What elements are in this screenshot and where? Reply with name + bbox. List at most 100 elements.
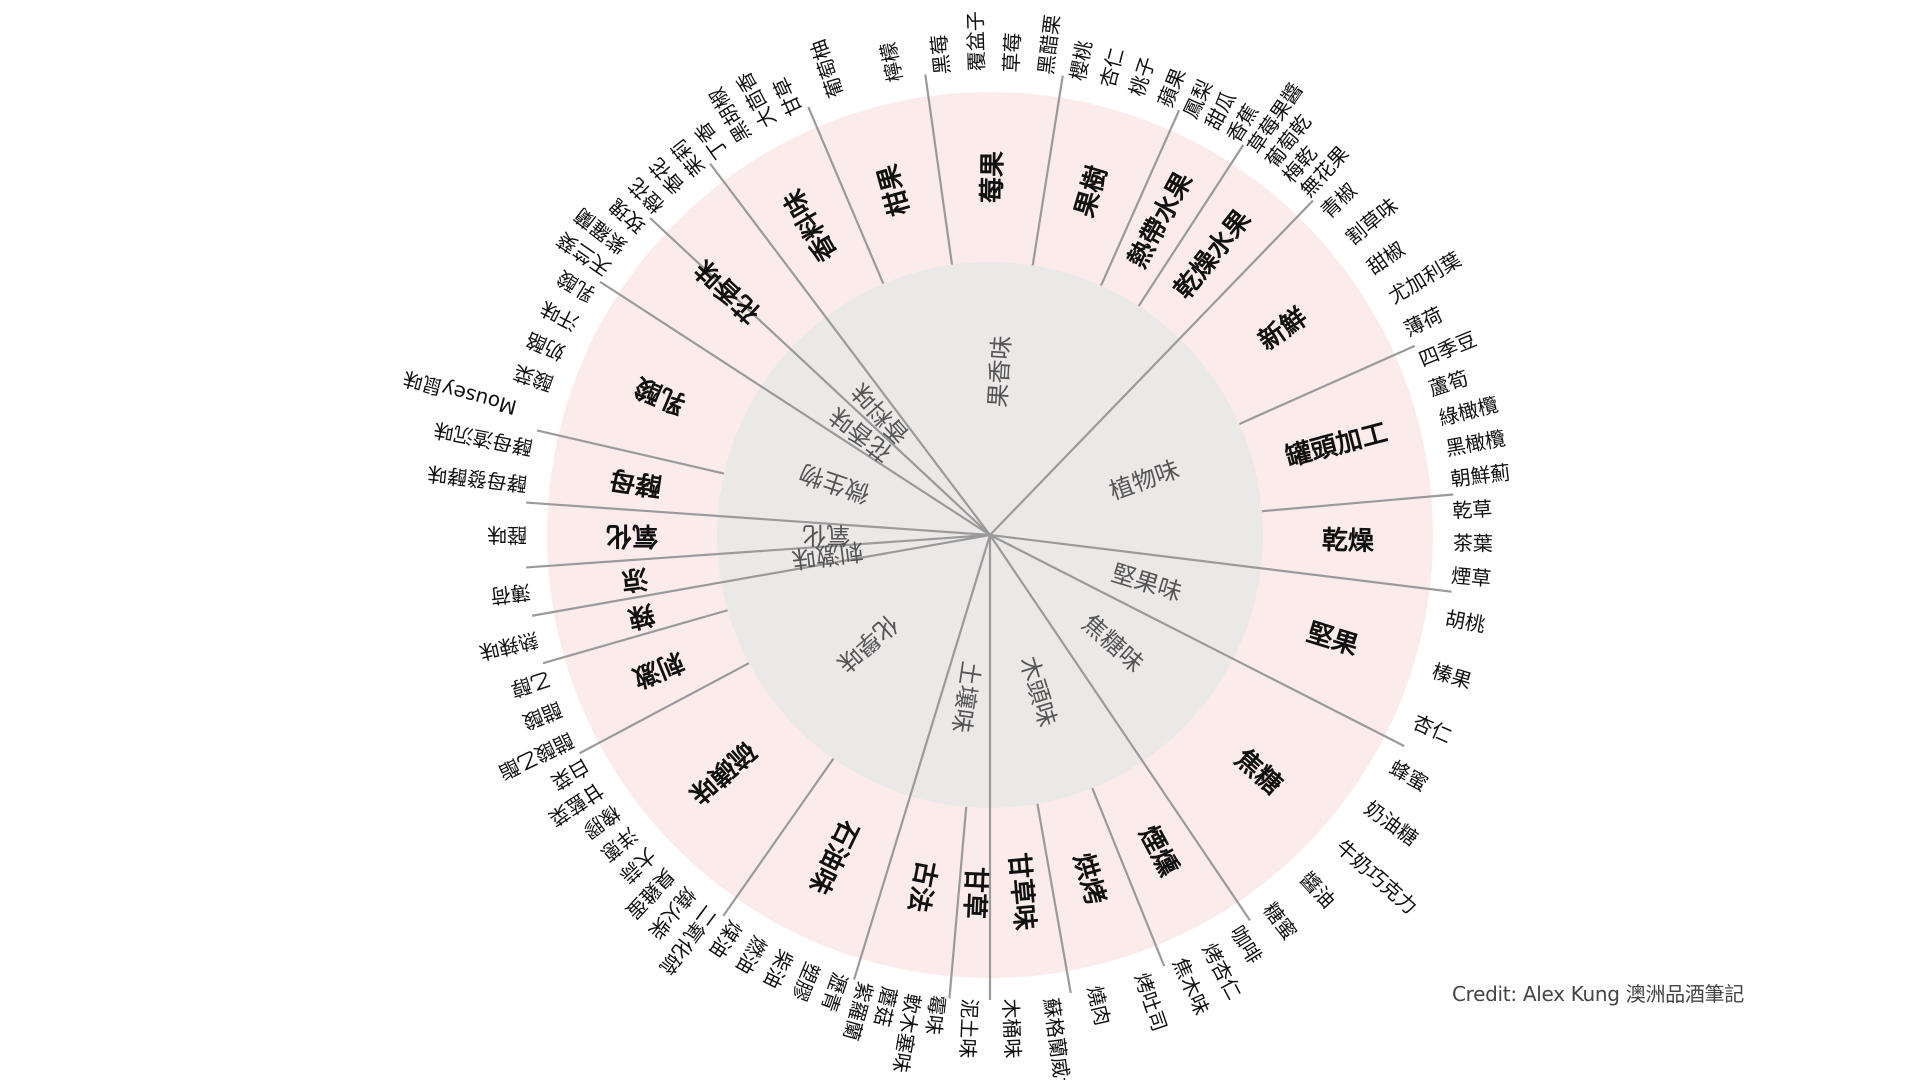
descriptor-label: 奶油糖 [1360, 796, 1423, 851]
category-divider [852, 534, 992, 981]
descriptor-label: 櫻桃 [1066, 39, 1097, 83]
descriptor-label: 泥土味 [955, 998, 982, 1059]
descriptor-label-text: 霉味 [921, 994, 949, 1036]
descriptor-label-text: 茶葉 [1453, 531, 1493, 556]
descriptor-label-text: 泥土味 [955, 998, 982, 1059]
subcategory-divider [807, 106, 885, 285]
descriptor-label-text: 蘆筍 [1426, 366, 1472, 401]
descriptor-label-text: 草莓 [999, 32, 1025, 73]
descriptor-label-text: 覆盆子 [963, 11, 989, 72]
descriptor-label: 糖蜜 [1258, 898, 1301, 944]
category-label-text: 果香味 [984, 335, 1016, 409]
subcategory-label-text: 乾燥 [1322, 526, 1376, 557]
category-label: 氧化 [802, 521, 850, 549]
descriptor-label: 茶葉 [1453, 531, 1493, 556]
descriptor-label-text: 奶油糖 [1360, 796, 1423, 851]
subcategory-divider [536, 429, 725, 475]
descriptor-label-text: 醬油 [1295, 867, 1340, 913]
subcategory-divider [722, 757, 835, 917]
descriptor-label: 酵母發酵味 [426, 461, 528, 496]
subcategory-divider [1100, 109, 1181, 287]
descriptor-label-text: 燒肉 [1083, 983, 1115, 1027]
descriptor-label: 咖啡 [1225, 921, 1267, 968]
category-divider [989, 199, 1314, 536]
subcategory-label: 莓果 [978, 151, 1008, 203]
descriptor-label-text: 檸檬 [876, 40, 908, 84]
descriptor-label: 黑橄欖 [1444, 426, 1507, 461]
subcategory-divider [1238, 344, 1416, 425]
subcategory-divider [1036, 803, 1072, 994]
descriptor-label-text: 綠橄欖 [1436, 392, 1500, 430]
wheel-dividers [526, 74, 1454, 1000]
subcategory-divider [948, 806, 968, 999]
descriptor-label: 蜂蜜 [1385, 755, 1432, 796]
descriptor-label: 醛味 [487, 523, 527, 547]
category-label: 果香味 [984, 335, 1016, 409]
descriptor-label-text: 薄荷 [489, 580, 532, 609]
descriptor-label: 覆盆子 [963, 11, 989, 72]
descriptor-label: 蘇格蘭威士忌 [1039, 996, 1078, 1080]
descriptor-label-text: 桃子 [1125, 54, 1160, 100]
descriptor-label-text: 蘇格蘭威士忌 [1039, 996, 1078, 1080]
descriptor-label-text: 奶酪 [522, 327, 568, 365]
descriptor-label-text: 乙醇 [508, 667, 553, 702]
subcategory-label-text: 莓果 [978, 151, 1008, 203]
category-divider [709, 162, 991, 536]
descriptor-label-text: 酵母渣沉味 [432, 418, 535, 460]
descriptor-label: 綠橄欖 [1436, 392, 1500, 430]
descriptor-label: 烤吐司 [1130, 970, 1172, 1035]
subcategory-divider [542, 609, 728, 665]
descriptor-label-text: 酸菜 [510, 360, 556, 396]
descriptor-label: 醋酸 [519, 697, 565, 734]
descriptor-label-text: 醋酸 [519, 697, 565, 734]
descriptor-label-text: 煙草 [1450, 563, 1492, 590]
category-divider [989, 534, 1251, 922]
descriptor-label: 胡桃 [1443, 606, 1487, 637]
subcategory-label: 氧化 [606, 520, 659, 550]
descriptor-label-text: 榛果 [1429, 659, 1474, 694]
descriptor-label-text: 杏仁 [1409, 710, 1455, 748]
descriptor-label: 燒肉 [1083, 983, 1115, 1027]
category-divider [989, 534, 1405, 748]
descriptor-label: 木桶味 [998, 998, 1025, 1059]
category-label-text: 氧化 [802, 521, 850, 549]
subcategory-label: 甘草味 [1003, 851, 1040, 931]
descriptor-label: 霉味 [921, 994, 949, 1036]
descriptor-label: 桃子 [1125, 54, 1160, 100]
descriptor-label: 榛果 [1429, 659, 1474, 694]
descriptor-label: 汗味 [536, 296, 583, 336]
descriptor-label: 杏仁 [1095, 45, 1128, 90]
category-divider [989, 533, 1452, 593]
category-divider [526, 501, 991, 537]
descriptor-label-text: 咖啡 [1225, 921, 1267, 968]
descriptor-label-text: 蜂蜜 [1385, 755, 1432, 796]
subcategory-label: 涼 [620, 562, 649, 595]
descriptor-label: 奶酪 [522, 327, 568, 365]
category-divider [649, 217, 991, 536]
subcategory-label-text: 氧化 [606, 520, 659, 550]
descriptor-label-text: 甜椒 [1362, 237, 1409, 280]
descriptor-label: 朝鮮薊 [1449, 460, 1511, 491]
subcategory-divider [1137, 144, 1245, 307]
descriptor-label: 熱辣味 [477, 628, 541, 665]
descriptor-label: 乾草 [1452, 497, 1493, 523]
descriptor-label-text: 烤吐司 [1130, 970, 1172, 1035]
descriptor-label-text: Mousey鼠味 [400, 366, 519, 419]
descriptor-label-text: 醛味 [487, 523, 527, 547]
descriptor-label: 薄荷 [1400, 302, 1446, 341]
descriptor-label: 煙草 [1450, 563, 1492, 590]
descriptor-label: 杏仁 [1409, 710, 1455, 748]
descriptor-label-text: 乾草 [1452, 497, 1493, 523]
descriptor-label-text: 酵母發酵味 [426, 461, 528, 496]
descriptor-label-text: 汗味 [536, 296, 583, 336]
descriptor-label: 葡萄柚 [806, 36, 848, 101]
descriptor-label: 乙醇 [508, 667, 553, 702]
descriptor-label: 酵母渣沉味 [432, 418, 535, 460]
subcategory-label-text: 甘草 [958, 866, 990, 919]
descriptor-label-text: 薄荷 [1400, 302, 1446, 341]
subcategory-label-text: 涼 [620, 562, 649, 595]
category-divider [526, 533, 991, 569]
subcategory-label-text: 甘草味 [1003, 851, 1040, 931]
descriptor-label: 檸檬 [876, 40, 908, 84]
